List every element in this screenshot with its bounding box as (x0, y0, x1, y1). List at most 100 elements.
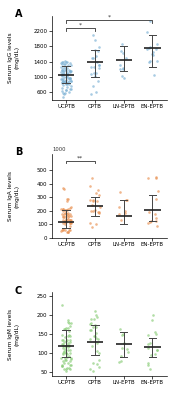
Text: A: A (15, 9, 22, 19)
Point (62, 90, 64, 96)
Point (69, 350, 71, 356)
Point (95, 89, 98, 96)
Point (65, 357, 68, 363)
Point (88, 196, 91, 203)
Point (92, 64, 95, 70)
Point (94, 324, 97, 330)
Point (121, 65, 124, 71)
Y-axis label: Serum IgA levels
(mg/dL): Serum IgA levels (mg/dL) (8, 171, 19, 221)
Point (69, 358, 71, 364)
Point (150, 51, 153, 57)
Point (149, 340, 152, 346)
Point (69, 362, 72, 368)
Point (69, 338, 72, 345)
Point (62, 341, 64, 348)
Point (149, 58, 152, 65)
Point (118, 358, 120, 365)
Point (122, 75, 125, 82)
Point (67, 196, 70, 202)
Point (122, 66, 125, 72)
Point (155, 196, 158, 202)
Point (154, 211, 157, 217)
Point (95, 312, 97, 318)
Point (98, 210, 100, 216)
Point (91, 55, 93, 62)
Point (69, 68, 72, 74)
Point (148, 209, 151, 215)
Point (96, 78, 99, 84)
Point (121, 345, 123, 352)
Point (150, 352, 153, 359)
Point (63, 186, 66, 192)
Point (60, 363, 63, 369)
Point (60, 70, 63, 77)
Point (64, 325, 67, 332)
Point (60, 206, 62, 212)
Point (154, 328, 157, 335)
Point (65, 80, 68, 86)
Point (98, 65, 101, 71)
Point (67, 67, 70, 73)
Point (88, 336, 91, 342)
Y-axis label: Serum IgG levels
(mg/dL): Serum IgG levels (mg/dL) (8, 32, 19, 83)
Point (68, 341, 70, 348)
Point (149, 218, 152, 225)
Point (91, 83, 94, 89)
Point (146, 362, 149, 369)
Point (68, 337, 71, 343)
Y-axis label: Serum IgM levels
(mg/dL): Serum IgM levels (mg/dL) (8, 308, 19, 360)
Point (61, 226, 64, 232)
Point (60, 69, 62, 76)
Point (66, 216, 69, 222)
Point (149, 44, 151, 50)
Point (61, 73, 64, 80)
Point (153, 350, 156, 357)
Point (70, 219, 73, 225)
Point (69, 216, 72, 223)
Point (67, 206, 70, 212)
Point (61, 65, 64, 72)
Point (70, 355, 72, 362)
Point (98, 204, 101, 210)
Point (65, 65, 68, 71)
Point (148, 59, 150, 65)
Point (95, 340, 98, 346)
Point (154, 46, 157, 52)
Point (70, 204, 72, 210)
Point (147, 332, 149, 338)
Point (61, 72, 64, 79)
Text: **: ** (77, 156, 84, 160)
Point (62, 206, 65, 212)
Point (123, 340, 126, 346)
Point (119, 62, 122, 68)
Point (64, 58, 67, 64)
Point (67, 210, 70, 216)
Point (70, 320, 72, 326)
Point (156, 347, 158, 353)
Point (156, 347, 159, 354)
Point (68, 352, 71, 359)
Point (97, 364, 100, 370)
Point (147, 360, 149, 366)
Point (62, 59, 65, 65)
Point (63, 61, 66, 68)
Point (64, 206, 67, 213)
Point (62, 213, 65, 220)
Point (67, 229, 69, 235)
Point (61, 79, 63, 85)
Point (95, 330, 98, 336)
Point (120, 358, 123, 364)
Point (64, 350, 67, 356)
Point (119, 326, 122, 332)
Point (66, 71, 69, 77)
Point (151, 317, 154, 323)
Point (62, 220, 64, 226)
Point (60, 67, 63, 74)
Point (90, 202, 93, 208)
Point (63, 360, 66, 366)
Point (64, 343, 67, 349)
Point (127, 348, 130, 355)
Point (61, 208, 64, 215)
Point (67, 346, 70, 353)
Point (70, 62, 73, 68)
